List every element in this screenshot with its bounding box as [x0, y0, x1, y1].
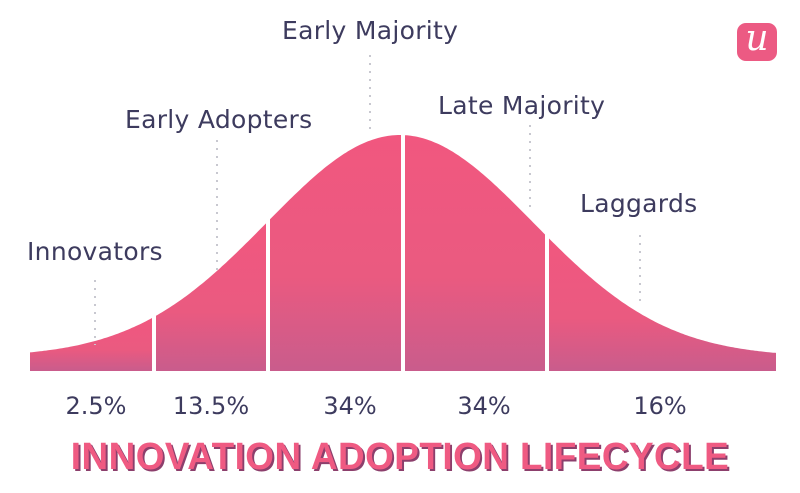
label-early-majority: Early Majority	[282, 16, 459, 45]
pct-early-majority: 34%	[323, 392, 377, 420]
pct-early-adopters: 13.5%	[172, 392, 250, 420]
usetiful-logo: u	[737, 21, 777, 61]
pct-innovators: 2.5%	[65, 392, 127, 420]
segment-late-majority	[405, 135, 545, 371]
label-late-majority: Late Majority	[438, 91, 606, 120]
pct-laggards: 16%	[633, 392, 687, 420]
segment-laggards	[549, 238, 776, 371]
segment-innovators	[30, 318, 152, 371]
segment-early-adopters	[156, 223, 266, 371]
label-laggards: Laggards	[580, 189, 698, 218]
label-innovators: Innovators	[27, 237, 163, 266]
label-early-adopters: Early Adopters	[125, 105, 313, 134]
page-title: INNOVATION ADOPTION LIFECYCLE	[70, 436, 730, 478]
segment-early-majority	[270, 135, 401, 371]
pct-late-majority: 34%	[457, 392, 511, 420]
